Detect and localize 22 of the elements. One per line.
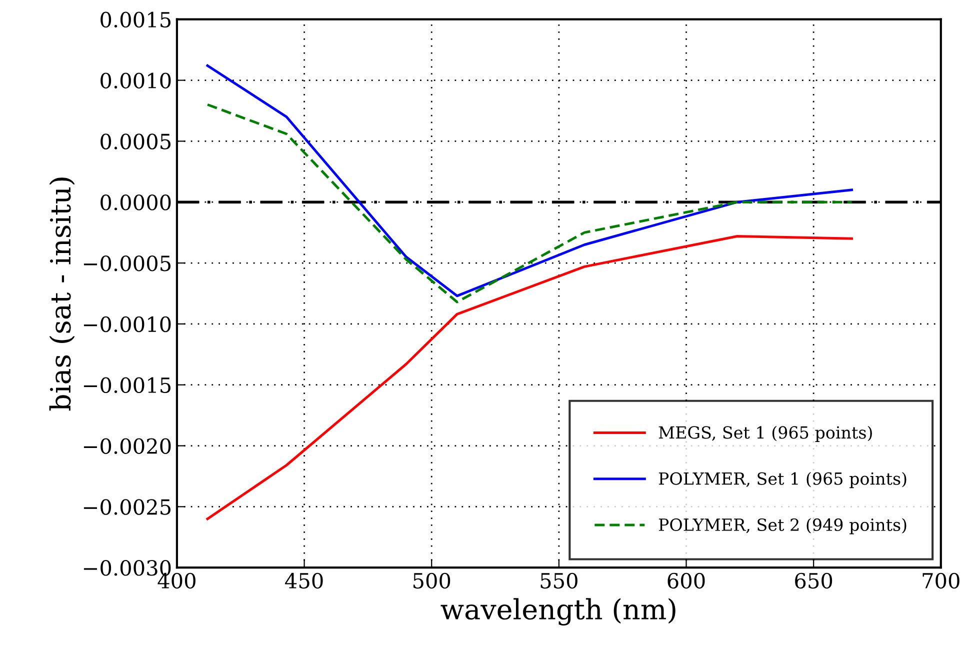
legend-label: POLYMER, Set 1 (965 points)	[658, 472, 906, 488]
y-axis-title: bias (sat - insitu)	[49, 178, 75, 411]
y-tick-label: −0.0020	[84, 438, 171, 454]
x-tick-label: 450	[285, 572, 323, 589]
x-axis-title: wavelength (nm)	[440, 598, 676, 626]
y-tick-label: −0.0005	[84, 255, 170, 272]
y-tick-label: −0.0025	[84, 499, 170, 515]
y-tick-label: −0.0010	[84, 316, 171, 332]
x-tick-label: 650	[795, 572, 832, 589]
y-tick-label: 0.0005	[100, 134, 170, 150]
x-tick-label: 700	[922, 572, 960, 589]
y-tick-label: 0.0015	[100, 12, 170, 28]
x-tick-label: 550	[540, 572, 578, 589]
legend-label: MEGS, Set 1 (965 points)	[658, 426, 872, 442]
y-tick-label: 0.0010	[100, 72, 171, 88]
line-series	[206, 64, 854, 298]
y-tick-label: −0.0015	[84, 377, 170, 394]
y-tick-label: 0.0000	[100, 194, 171, 210]
legend-label: POLYMER, Set 2 (949 points)	[658, 518, 906, 534]
x-tick-label: 500	[413, 572, 450, 589]
x-tick-label: 600	[668, 572, 705, 589]
line-series	[206, 103, 854, 304]
